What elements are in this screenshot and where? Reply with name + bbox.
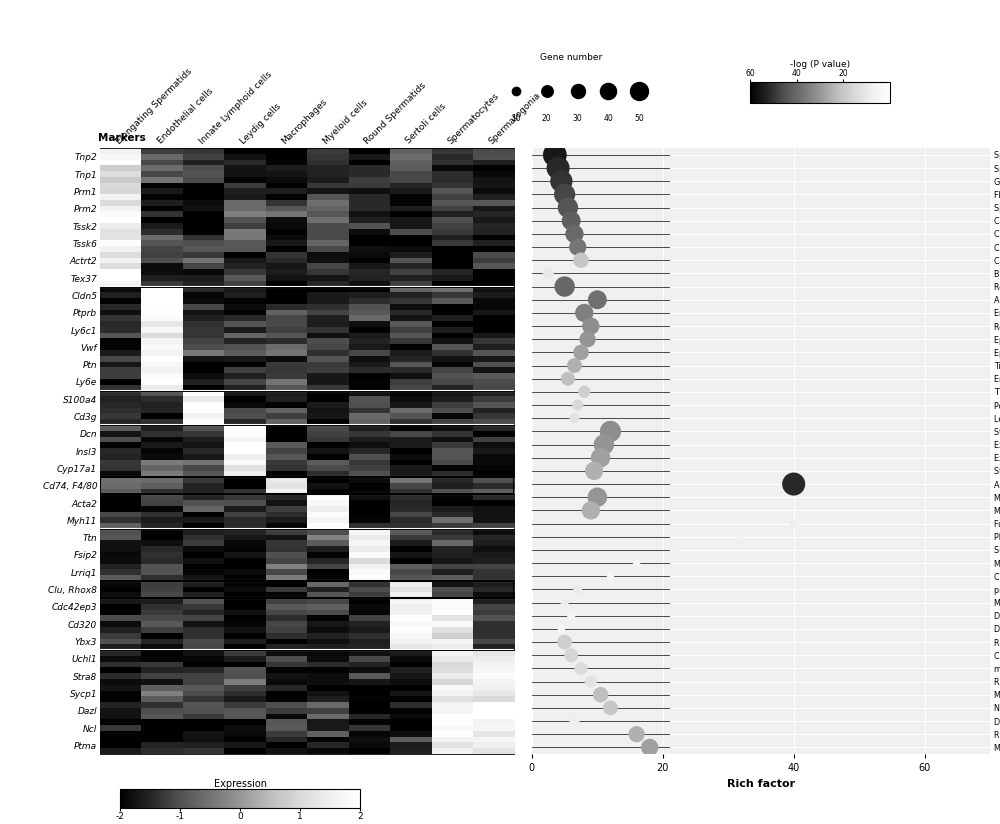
Title: -log (P value): -log (P value) xyxy=(790,60,850,69)
Point xyxy=(560,201,576,214)
Point xyxy=(631,84,647,97)
Point xyxy=(573,662,589,675)
Point xyxy=(733,530,749,543)
Point xyxy=(593,688,609,701)
Point xyxy=(570,84,586,97)
Point xyxy=(563,609,579,622)
Point xyxy=(557,188,573,201)
Point xyxy=(583,503,599,517)
Point xyxy=(668,543,684,556)
Point xyxy=(573,346,589,359)
Point xyxy=(570,399,586,412)
Point xyxy=(560,372,576,386)
Text: 50: 50 xyxy=(634,114,644,123)
Point xyxy=(786,517,802,530)
Point xyxy=(593,451,609,464)
Point xyxy=(786,477,802,490)
Text: 40: 40 xyxy=(604,114,613,123)
Point xyxy=(566,412,582,425)
Bar xyxy=(100,477,514,494)
Point xyxy=(600,84,616,97)
Point xyxy=(583,320,599,333)
Text: 20: 20 xyxy=(542,114,552,123)
Point xyxy=(570,583,586,596)
Point xyxy=(589,293,605,307)
Point xyxy=(573,254,589,267)
Point xyxy=(629,556,645,569)
Point xyxy=(580,333,596,346)
Point xyxy=(629,728,645,741)
Point xyxy=(576,386,592,399)
X-axis label: Rich factor: Rich factor xyxy=(727,779,795,789)
Text: 30: 30 xyxy=(573,114,582,123)
Point xyxy=(566,227,582,241)
Point xyxy=(563,648,579,662)
Point xyxy=(566,359,582,372)
Point xyxy=(553,175,569,188)
Point xyxy=(602,569,618,583)
Title: Expression: Expression xyxy=(214,779,267,789)
Point xyxy=(563,214,579,227)
Point xyxy=(583,675,599,688)
Point xyxy=(589,490,605,503)
Point xyxy=(586,464,602,477)
Point xyxy=(557,635,573,648)
Point xyxy=(642,741,658,754)
Point xyxy=(550,162,566,175)
Point xyxy=(508,84,524,97)
Point xyxy=(576,307,592,320)
Point xyxy=(602,701,618,714)
Text: Gene number: Gene number xyxy=(540,54,602,62)
Text: 10: 10 xyxy=(511,114,521,123)
Point xyxy=(570,241,586,254)
Point xyxy=(602,425,618,438)
Point xyxy=(596,438,612,452)
Point xyxy=(540,267,556,280)
Point xyxy=(566,714,582,728)
Bar xyxy=(100,581,514,598)
Point xyxy=(553,622,569,635)
Point xyxy=(547,148,563,162)
Text: Markers: Markers xyxy=(98,133,146,143)
Point xyxy=(557,596,573,609)
Point xyxy=(557,280,573,293)
Point xyxy=(539,84,555,97)
